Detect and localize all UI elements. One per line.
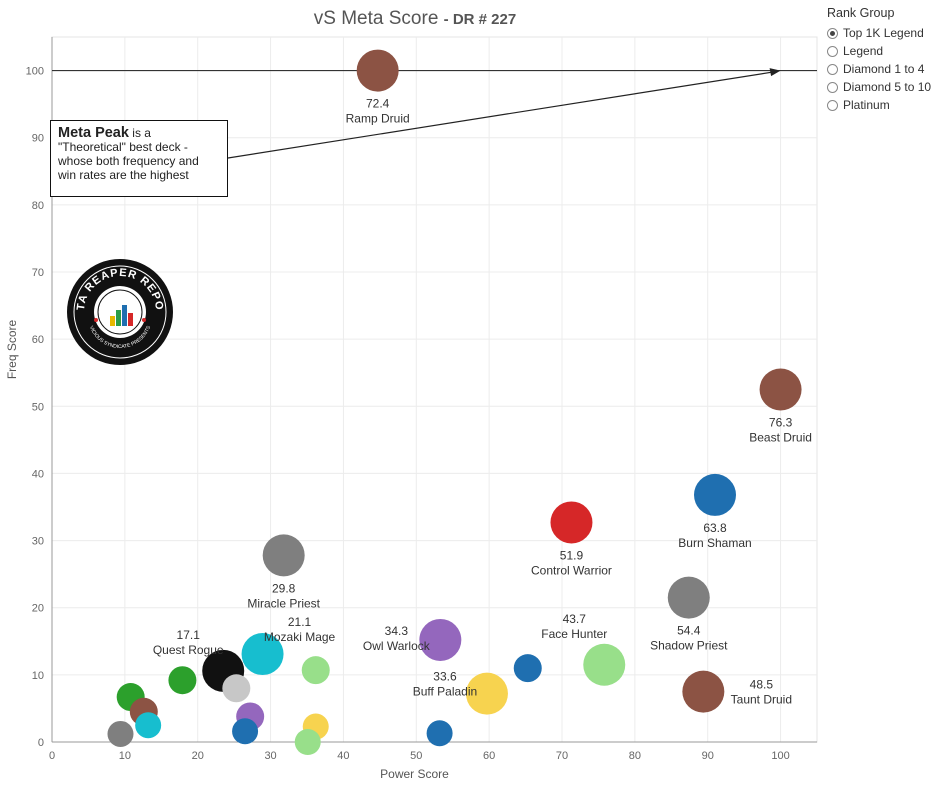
meta-peak-annotation: Meta Peak is a "Theoretical" best deck -… (50, 120, 228, 197)
data-reaper-logo: DATA REAPER REPORT VICIOUS SYNDICATE PRE… (66, 258, 173, 365)
y-axis-label: Freq Score (5, 319, 19, 379)
deck-bubble (419, 618, 462, 661)
deck-name-label: Burn Shaman (678, 536, 751, 550)
y-tick-label: 0 (38, 737, 44, 749)
minor-deck-bubble (135, 712, 162, 739)
y-tick-label: 70 (32, 267, 44, 279)
minor-deck-bubble (168, 666, 197, 695)
rank-option-label: Diamond 5 to 10 (843, 80, 932, 94)
x-axis-label: Power Score (380, 767, 449, 781)
minor-deck-bubble (426, 720, 453, 747)
chart-subtitle: DR # 227 (452, 11, 517, 28)
chart-title-main: vS Meta Score (313, 8, 439, 29)
y-tick-label: 30 (32, 536, 44, 548)
rank-option-label: Top 1K Legend (843, 26, 924, 40)
deck-bubble (465, 672, 508, 715)
x-tick-label: 100 (771, 750, 789, 762)
deck-name-label: Control Warrior (531, 563, 612, 577)
x-tick-label: 40 (337, 750, 349, 762)
y-tick-label: 90 (32, 133, 44, 145)
deck-score-label: 17.1 (177, 628, 201, 642)
radio-icon[interactable] (827, 81, 838, 93)
deck-score-label: 54.4 (677, 624, 701, 638)
rank-option-top-1k-legend[interactable]: Top 1K Legend (827, 24, 931, 42)
deck-name-label: Taunt Druid (731, 693, 792, 707)
deck-bubble (583, 643, 626, 686)
minor-deck-bubble (232, 718, 259, 745)
x-tick-label: 50 (410, 750, 422, 762)
y-tick-label: 10 (32, 670, 44, 682)
deck-bubble (759, 368, 802, 411)
radio-icon[interactable] (827, 63, 838, 75)
deck-name-label: Mozaki Mage (264, 630, 336, 644)
minor-deck-bubble (222, 674, 251, 703)
rank-option-label: Diamond 1 to 4 (843, 62, 925, 76)
legend-title: Rank Group (827, 6, 895, 20)
deck-name-label: Owl Warlock (363, 639, 431, 653)
deck-name-label: Beast Druid (749, 431, 812, 445)
deck-score-label: 33.6 (433, 670, 457, 684)
y-tick-label: 100 (26, 66, 44, 78)
minor-deck-bubble (513, 654, 542, 683)
y-tick-label: 20 (32, 603, 44, 615)
deck-bubble (550, 501, 593, 544)
deck-score-label: 51.9 (560, 548, 584, 562)
minor-deck-bubble (301, 656, 330, 685)
deck-name-label: Miracle Priest (247, 596, 320, 610)
deck-name-label: Face Hunter (541, 627, 607, 641)
annotation-arrow-line (227, 71, 773, 159)
deck-bubble (667, 576, 710, 619)
deck-score-label: 34.3 (385, 624, 409, 638)
rank-option-diamond-1-to-4[interactable]: Diamond 1 to 4 (827, 60, 931, 78)
y-tick-label: 60 (32, 334, 44, 346)
x-tick-label: 30 (264, 750, 276, 762)
arrow-head-icon (769, 68, 781, 77)
x-tick-label: 0 (49, 750, 55, 762)
deck-name-label: Shadow Priest (650, 639, 728, 653)
rank-option-label: Legend (843, 44, 884, 58)
deck-bubble (262, 534, 305, 577)
chart-title: vS Meta Score - DR # 227 (300, 8, 530, 30)
rank-option-platinum[interactable]: Platinum (827, 96, 931, 114)
y-tick-label: 80 (32, 200, 44, 212)
deck-score-label: 21.1 (288, 615, 312, 629)
rank-group-legend: Rank Group Top 1K Legend Legend Diamond 1 … (827, 6, 931, 114)
deck-score-label: 72.4 (366, 97, 390, 111)
deck-bubble (356, 49, 399, 92)
deck-name-label: Quest Rogue (153, 643, 224, 657)
deck-bubble (694, 473, 736, 516)
x-tick-label: 80 (629, 750, 641, 762)
deck-name-label: Buff Paladin (413, 685, 478, 699)
deck-score-label: 76.3 (769, 416, 793, 430)
x-tick-label: 70 (556, 750, 568, 762)
radio-icon[interactable] (827, 99, 838, 111)
x-tick-label: 60 (483, 750, 495, 762)
legend-options: Top 1K Legend Legend Diamond 1 to 4 Diamond… (827, 24, 931, 114)
minor-deck-bubble (107, 720, 134, 747)
annotation-bold: Meta Peak (58, 125, 129, 141)
rank-option-legend[interactable]: Legend (827, 42, 931, 60)
x-tick-label: 90 (702, 750, 714, 762)
rank-option-label: Platinum (843, 98, 890, 112)
radio-icon[interactable] (827, 45, 838, 57)
deck-score-label: 43.7 (563, 612, 587, 626)
deck-score-label: 29.8 (272, 581, 296, 595)
minor-deck-bubble (294, 729, 321, 755)
deck-name-label: Ramp Druid (346, 112, 410, 126)
deck-score-label: 63.8 (703, 521, 727, 535)
deck-bubble (241, 633, 284, 676)
x-tick-label: 20 (192, 750, 204, 762)
rank-option-diamond-5-to-10[interactable]: Diamond 5 to 10 (827, 78, 931, 96)
annotation-text: is a "Theoretical" best deck - whose bot… (58, 126, 199, 182)
x-tick-label: 10 (119, 750, 131, 762)
radio-icon[interactable] (827, 27, 838, 39)
y-tick-label: 50 (32, 401, 44, 413)
chart-title-sep: - (443, 11, 453, 28)
y-tick-label: 40 (32, 468, 44, 480)
deck-bubble (682, 670, 725, 713)
deck-score-label: 48.5 (750, 678, 774, 692)
